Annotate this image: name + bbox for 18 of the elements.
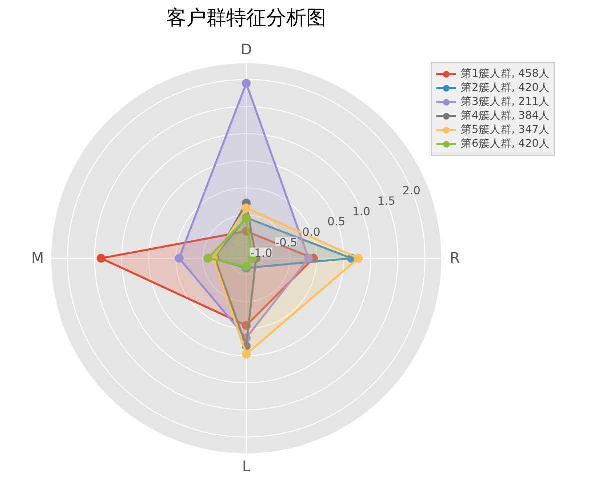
legend-label: 第6簇人群, 420人	[461, 137, 550, 151]
y-tick-label: -0.5	[275, 235, 298, 250]
chart-title: 客户群特征分析图	[166, 6, 326, 30]
spoke-label: R	[450, 250, 460, 267]
y-tick-label: 0.0	[302, 225, 321, 240]
spoke-label: M	[32, 250, 44, 267]
legend-label: 第1簇人群, 458人	[461, 67, 550, 81]
y-tick-label: 1.0	[352, 204, 371, 218]
y-tick-label: -1.0	[250, 246, 273, 260]
y-tick-label: 2.0	[402, 184, 421, 198]
y-tick-label: 0.5	[328, 214, 346, 229]
spoke-label: D	[240, 41, 252, 58]
legend-label: 第2簇人群, 420人	[461, 81, 550, 95]
y-tick-label: 1.5	[378, 194, 396, 208]
legend-label: 第5簇人群, 347人	[461, 123, 550, 137]
legend-label: 第4簇人群, 384人	[461, 109, 550, 123]
spoke-label: L	[242, 458, 252, 476]
legend-label: 第3簇人群, 211人	[461, 95, 550, 109]
